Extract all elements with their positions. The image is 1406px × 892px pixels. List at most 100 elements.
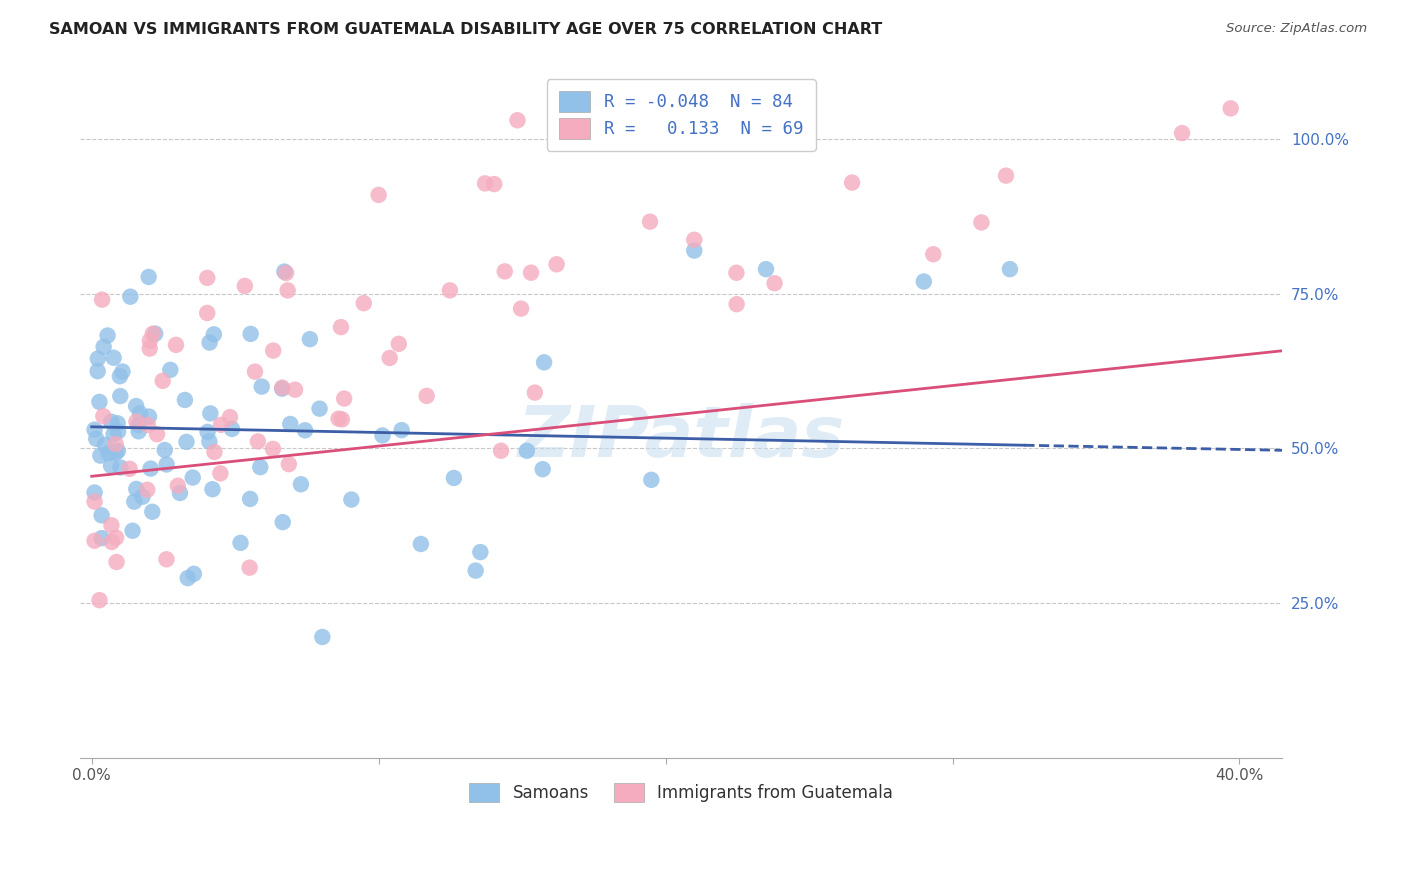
Point <box>143 326 166 341</box>
Point <box>474 177 496 191</box>
Point <box>107 417 129 431</box>
Point <box>136 417 159 432</box>
Point <box>246 434 269 449</box>
Point <box>169 486 191 500</box>
Text: Source: ZipAtlas.com: Source: ZipAtlas.com <box>1226 22 1367 36</box>
Point <box>100 458 122 473</box>
Point <box>371 428 394 442</box>
Point <box>103 427 125 442</box>
Point <box>86 364 108 378</box>
Point <box>683 244 706 258</box>
Point <box>202 327 225 342</box>
Point <box>153 442 176 457</box>
Point <box>141 505 163 519</box>
Point <box>219 410 242 425</box>
Point <box>229 536 252 550</box>
Point <box>100 415 122 429</box>
Point <box>107 443 129 458</box>
Point <box>683 233 706 247</box>
Legend: Samoans, Immigrants from Guatemala: Samoans, Immigrants from Guatemala <box>458 772 905 814</box>
Point <box>152 374 174 388</box>
Point <box>87 351 110 366</box>
Point <box>1171 126 1194 140</box>
Point <box>142 326 165 341</box>
Point <box>125 482 148 496</box>
Point <box>333 392 356 406</box>
Point <box>970 215 993 229</box>
Point <box>271 381 294 395</box>
Point <box>506 113 529 128</box>
Point <box>201 482 224 496</box>
Point <box>94 438 117 452</box>
Point <box>83 533 105 548</box>
Point <box>198 335 221 350</box>
Point <box>520 266 543 280</box>
Point <box>146 427 169 442</box>
Point <box>90 531 112 545</box>
Point <box>277 284 299 298</box>
Point <box>494 264 516 278</box>
Point <box>1219 101 1241 115</box>
Point <box>298 332 321 346</box>
Point <box>391 423 413 437</box>
Point <box>311 630 333 644</box>
Point <box>139 334 162 348</box>
Point <box>290 477 312 491</box>
Point <box>110 460 132 475</box>
Point <box>103 351 125 365</box>
Point <box>195 306 218 320</box>
Point <box>89 395 111 409</box>
Point <box>89 449 111 463</box>
Point <box>204 445 226 459</box>
Point <box>209 467 232 481</box>
Point <box>533 355 555 369</box>
Point <box>249 460 271 475</box>
Point <box>443 471 465 485</box>
Point <box>166 479 188 493</box>
Point <box>176 434 198 449</box>
Point <box>841 176 863 190</box>
Point <box>138 409 160 424</box>
Point <box>125 415 148 429</box>
Point <box>998 262 1021 277</box>
Point <box>439 284 461 298</box>
Point <box>378 351 401 365</box>
Point <box>912 275 935 289</box>
Point <box>367 188 389 202</box>
Point <box>84 432 107 446</box>
Text: SAMOAN VS IMMIGRANTS FROM GUATEMALA DISABILITY AGE OVER 75 CORRELATION CHART: SAMOAN VS IMMIGRANTS FROM GUATEMALA DISA… <box>49 22 883 37</box>
Point <box>83 423 105 437</box>
Point <box>464 564 486 578</box>
Point <box>725 266 748 280</box>
Point <box>118 462 141 476</box>
Point <box>284 383 307 397</box>
Point <box>278 417 301 431</box>
Point <box>922 247 945 261</box>
Point <box>93 340 115 354</box>
Point <box>104 437 127 451</box>
Point <box>174 392 197 407</box>
Point <box>131 490 153 504</box>
Point <box>763 277 786 291</box>
Point <box>755 262 778 277</box>
Point <box>546 257 568 271</box>
Point <box>83 485 105 500</box>
Point <box>159 363 181 377</box>
Point <box>470 545 492 559</box>
Point <box>510 301 533 316</box>
Point <box>221 422 243 436</box>
Point <box>111 365 134 379</box>
Point <box>93 409 115 424</box>
Point <box>271 515 294 529</box>
Point <box>388 336 411 351</box>
Point <box>177 571 200 585</box>
Text: ZIPatlas: ZIPatlas <box>517 403 845 473</box>
Point <box>328 411 350 425</box>
Point <box>262 442 284 456</box>
Point <box>110 389 132 403</box>
Point <box>129 407 152 421</box>
Point <box>124 494 146 508</box>
Point <box>273 264 295 278</box>
Point <box>330 412 353 426</box>
Point <box>155 552 177 566</box>
